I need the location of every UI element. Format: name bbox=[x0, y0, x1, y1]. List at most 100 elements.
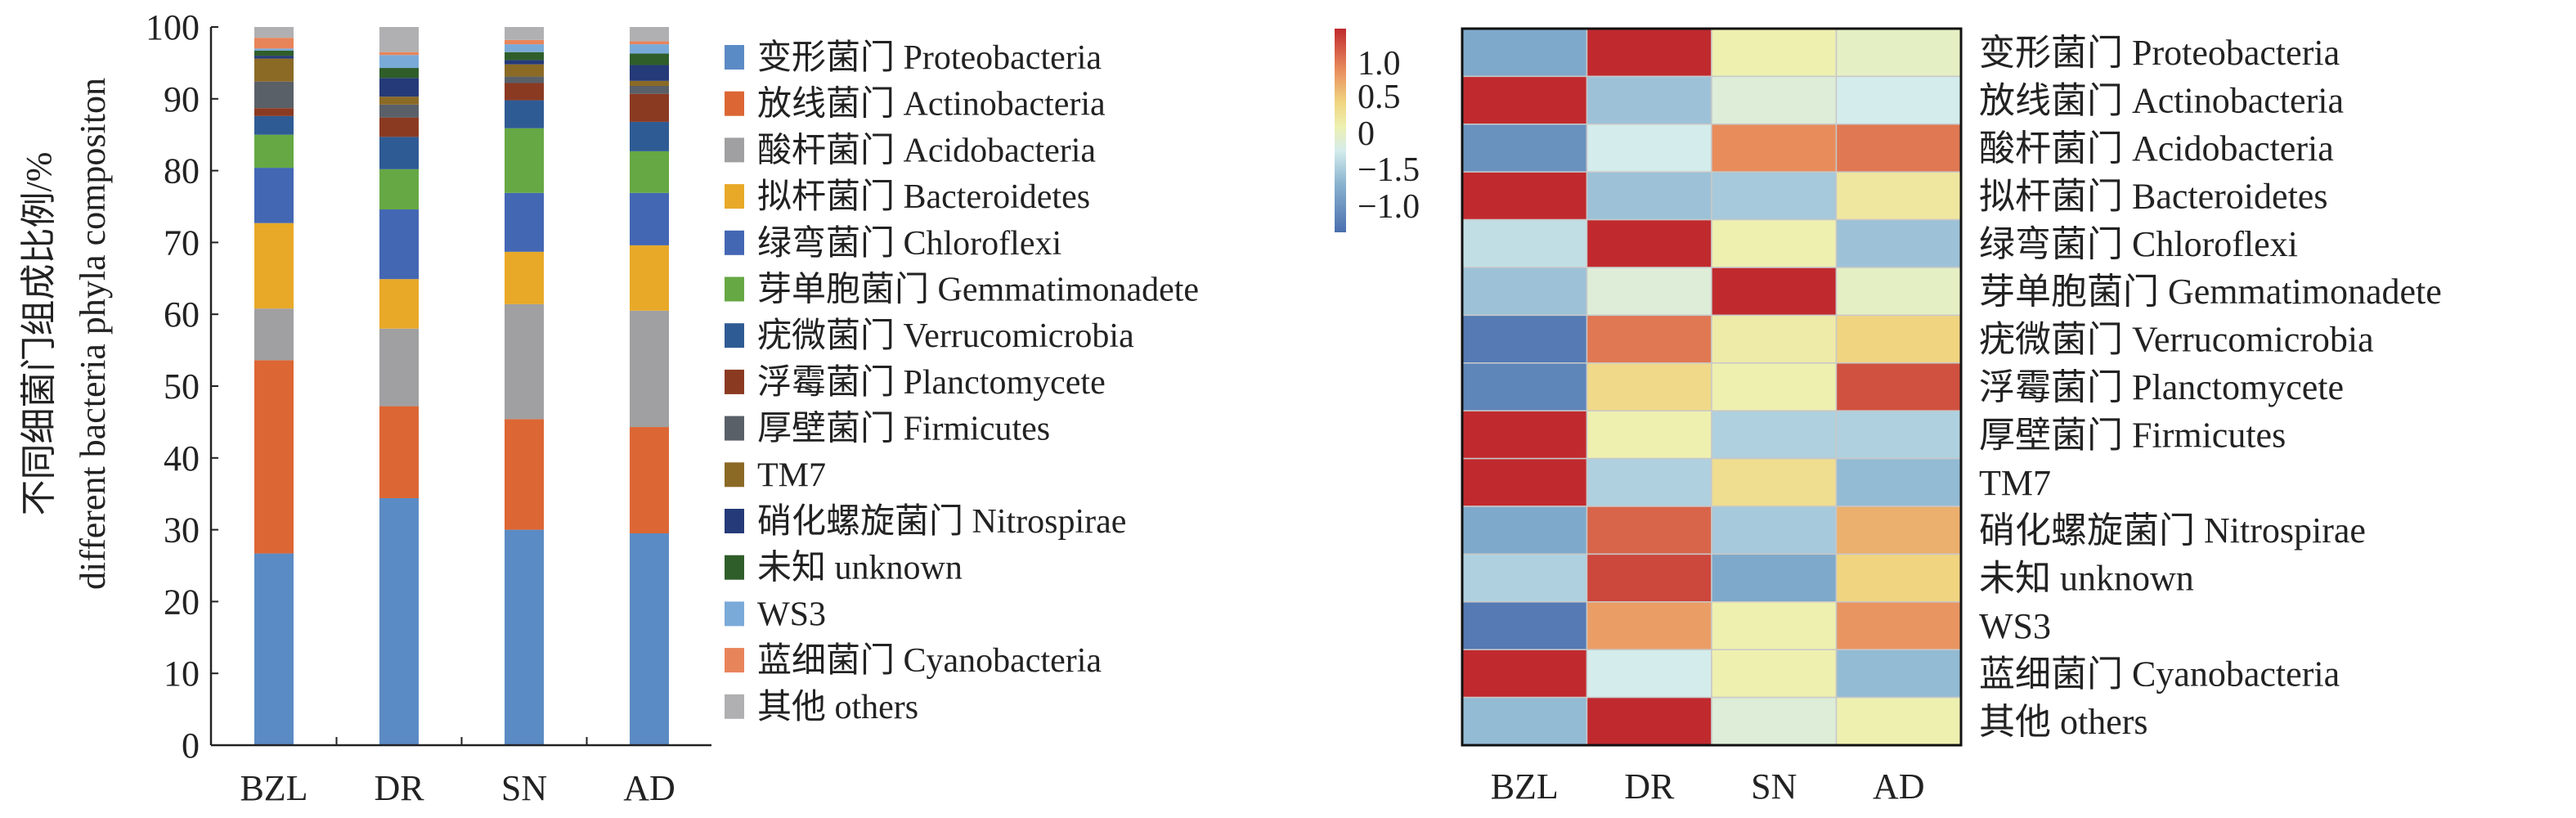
legend-swatch bbox=[725, 601, 744, 627]
heatmap-cell bbox=[1461, 457, 1588, 507]
legend-swatch bbox=[725, 694, 744, 719]
legend-label: 未知 unknown bbox=[757, 550, 963, 587]
stacked-bar-chart: 不同细菌门组成比例/% different bacteria phyla com… bbox=[19, 7, 1199, 808]
heatmap-cell bbox=[1586, 124, 1712, 173]
bar-segment bbox=[630, 85, 669, 94]
bar-segment bbox=[379, 209, 419, 280]
heatmap-cell bbox=[1835, 553, 1962, 603]
legend-swatch bbox=[725, 369, 744, 394]
heatmap-cells bbox=[1461, 27, 1963, 747]
legend-label: TM7 bbox=[757, 456, 826, 494]
legend-swatch bbox=[725, 184, 744, 209]
x-tick-label: DR bbox=[374, 768, 424, 808]
heatmap-cell bbox=[1835, 601, 1962, 650]
legend-label: WS3 bbox=[757, 596, 826, 633]
legend-label: 拟杆菌门 Bacteroidetes bbox=[757, 178, 1090, 216]
colorbar-group: 1.00.50−1.5−1.0 bbox=[1335, 29, 1420, 232]
heatmap-cell bbox=[1835, 218, 1962, 268]
legend-swatch bbox=[725, 45, 744, 70]
bar-segment bbox=[630, 44, 669, 54]
legend-swatch bbox=[725, 555, 744, 580]
legend-item: WS3 bbox=[725, 596, 826, 633]
heatmap-row-label: 厚壁菌门 Firmicutes bbox=[1979, 415, 2286, 455]
x-tick-label: BZL bbox=[240, 768, 307, 808]
heatmap-cell bbox=[1461, 506, 1588, 555]
legend-item: 放线菌门 Actinobacteria bbox=[725, 86, 1106, 124]
legend-label: 蓝细菌门 Cyanobacteria bbox=[757, 642, 1102, 680]
bar-segment bbox=[254, 553, 294, 745]
bar-segment bbox=[630, 53, 669, 65]
y-tick-label: 10 bbox=[164, 654, 200, 694]
heatmap-cell bbox=[1461, 362, 1588, 411]
heatmap-cell bbox=[1835, 28, 1962, 78]
heatmap-col-label: BZL bbox=[1491, 766, 1559, 807]
heatmap-cell bbox=[1586, 28, 1712, 78]
colorbar bbox=[1335, 29, 1346, 232]
bar-segment bbox=[254, 58, 294, 82]
heatmap: 1.00.50−1.5−1.0 变形菌门 Proteobacteria 放线菌门 … bbox=[1335, 27, 2442, 807]
bar-segment bbox=[630, 80, 669, 86]
bar-segment bbox=[505, 39, 544, 45]
bar-segment bbox=[505, 76, 544, 83]
bar-segment bbox=[505, 251, 544, 304]
bar-segment bbox=[254, 222, 294, 309]
bar-segment bbox=[505, 303, 544, 420]
legend-label: 绿弯菌门 Chloroflexi bbox=[757, 224, 1061, 263]
bar-segment bbox=[505, 100, 544, 128]
heatmap-cell bbox=[1835, 410, 1962, 460]
y-tick-label: 100 bbox=[146, 7, 200, 47]
heatmap-row-label: TM7 bbox=[1979, 463, 2051, 503]
heatmap-row-label: 其他 others bbox=[1979, 702, 2148, 742]
heatmap-cell bbox=[1711, 124, 1838, 173]
bar-segment bbox=[254, 115, 294, 135]
bar-segment bbox=[254, 360, 294, 554]
bar-segment bbox=[505, 52, 544, 61]
bar-segment bbox=[505, 60, 544, 65]
heatmap-row-label: 疣微菌门 Verrucomicrobia bbox=[1979, 320, 2374, 360]
heatmap-cell bbox=[1711, 267, 1838, 317]
heatmap-cell bbox=[1835, 696, 1962, 746]
legend-label: 其他 others bbox=[757, 689, 918, 726]
heatmap-cell bbox=[1586, 506, 1712, 555]
heatmap-row-label: 拟杆菌门 Bacteroidetes bbox=[1979, 176, 2327, 216]
heatmap-row-label: 绿弯菌门 Chloroflexi bbox=[1979, 224, 2298, 264]
legend-swatch bbox=[725, 230, 744, 255]
heatmap-row-label: 酸杆菌门 Acidobacteria bbox=[1979, 128, 2334, 169]
legend-swatch bbox=[725, 276, 744, 302]
bar-segment bbox=[505, 419, 544, 530]
bar-segment bbox=[630, 245, 669, 311]
legend-label: 疣微菌门 Verrucomicrobia bbox=[757, 317, 1134, 355]
bar-segment bbox=[505, 27, 544, 40]
heatmap-cell bbox=[1711, 506, 1838, 555]
bar-segment bbox=[505, 192, 544, 252]
bar-segment bbox=[254, 308, 294, 361]
colorbar-label: 1.0 bbox=[1358, 45, 1401, 83]
colorbar-label: 0 bbox=[1358, 115, 1375, 153]
heatmap-cell bbox=[1711, 218, 1838, 268]
heatmap-cell bbox=[1461, 553, 1588, 603]
heatmap-cell bbox=[1586, 457, 1712, 507]
heatmap-cell bbox=[1711, 553, 1838, 603]
bar-segment bbox=[254, 108, 294, 116]
y-axis-label-en: different bacteria phyla compositon bbox=[73, 78, 113, 590]
bar-segment bbox=[630, 121, 669, 151]
legend-item: 浮霉菌门 Planctomycete bbox=[725, 364, 1106, 402]
heatmap-cell bbox=[1711, 28, 1838, 78]
legend-swatch bbox=[725, 323, 744, 348]
bar-segment bbox=[254, 168, 294, 223]
y-tick-label: 20 bbox=[164, 582, 200, 622]
legend-item: TM7 bbox=[725, 456, 826, 494]
legend-item: 未知 unknown bbox=[725, 550, 963, 587]
bar-segment bbox=[254, 38, 294, 49]
bar-segment bbox=[379, 137, 419, 169]
y-tick-label: 90 bbox=[164, 79, 200, 119]
bar-segment bbox=[505, 64, 544, 77]
heatmap-cell bbox=[1711, 362, 1838, 411]
heatmap-cell bbox=[1711, 410, 1838, 460]
bar-segment bbox=[630, 27, 669, 42]
y-axis-label-cn: 不同细菌门组成比例/% bbox=[19, 152, 59, 516]
bar-segment bbox=[379, 55, 419, 69]
legend: 变形菌门 Proteobacteria 放线菌门 Actinobacteria 酸杆… bbox=[725, 38, 1199, 726]
bar-segment bbox=[379, 104, 419, 118]
heatmap-cell bbox=[1711, 649, 1838, 699]
